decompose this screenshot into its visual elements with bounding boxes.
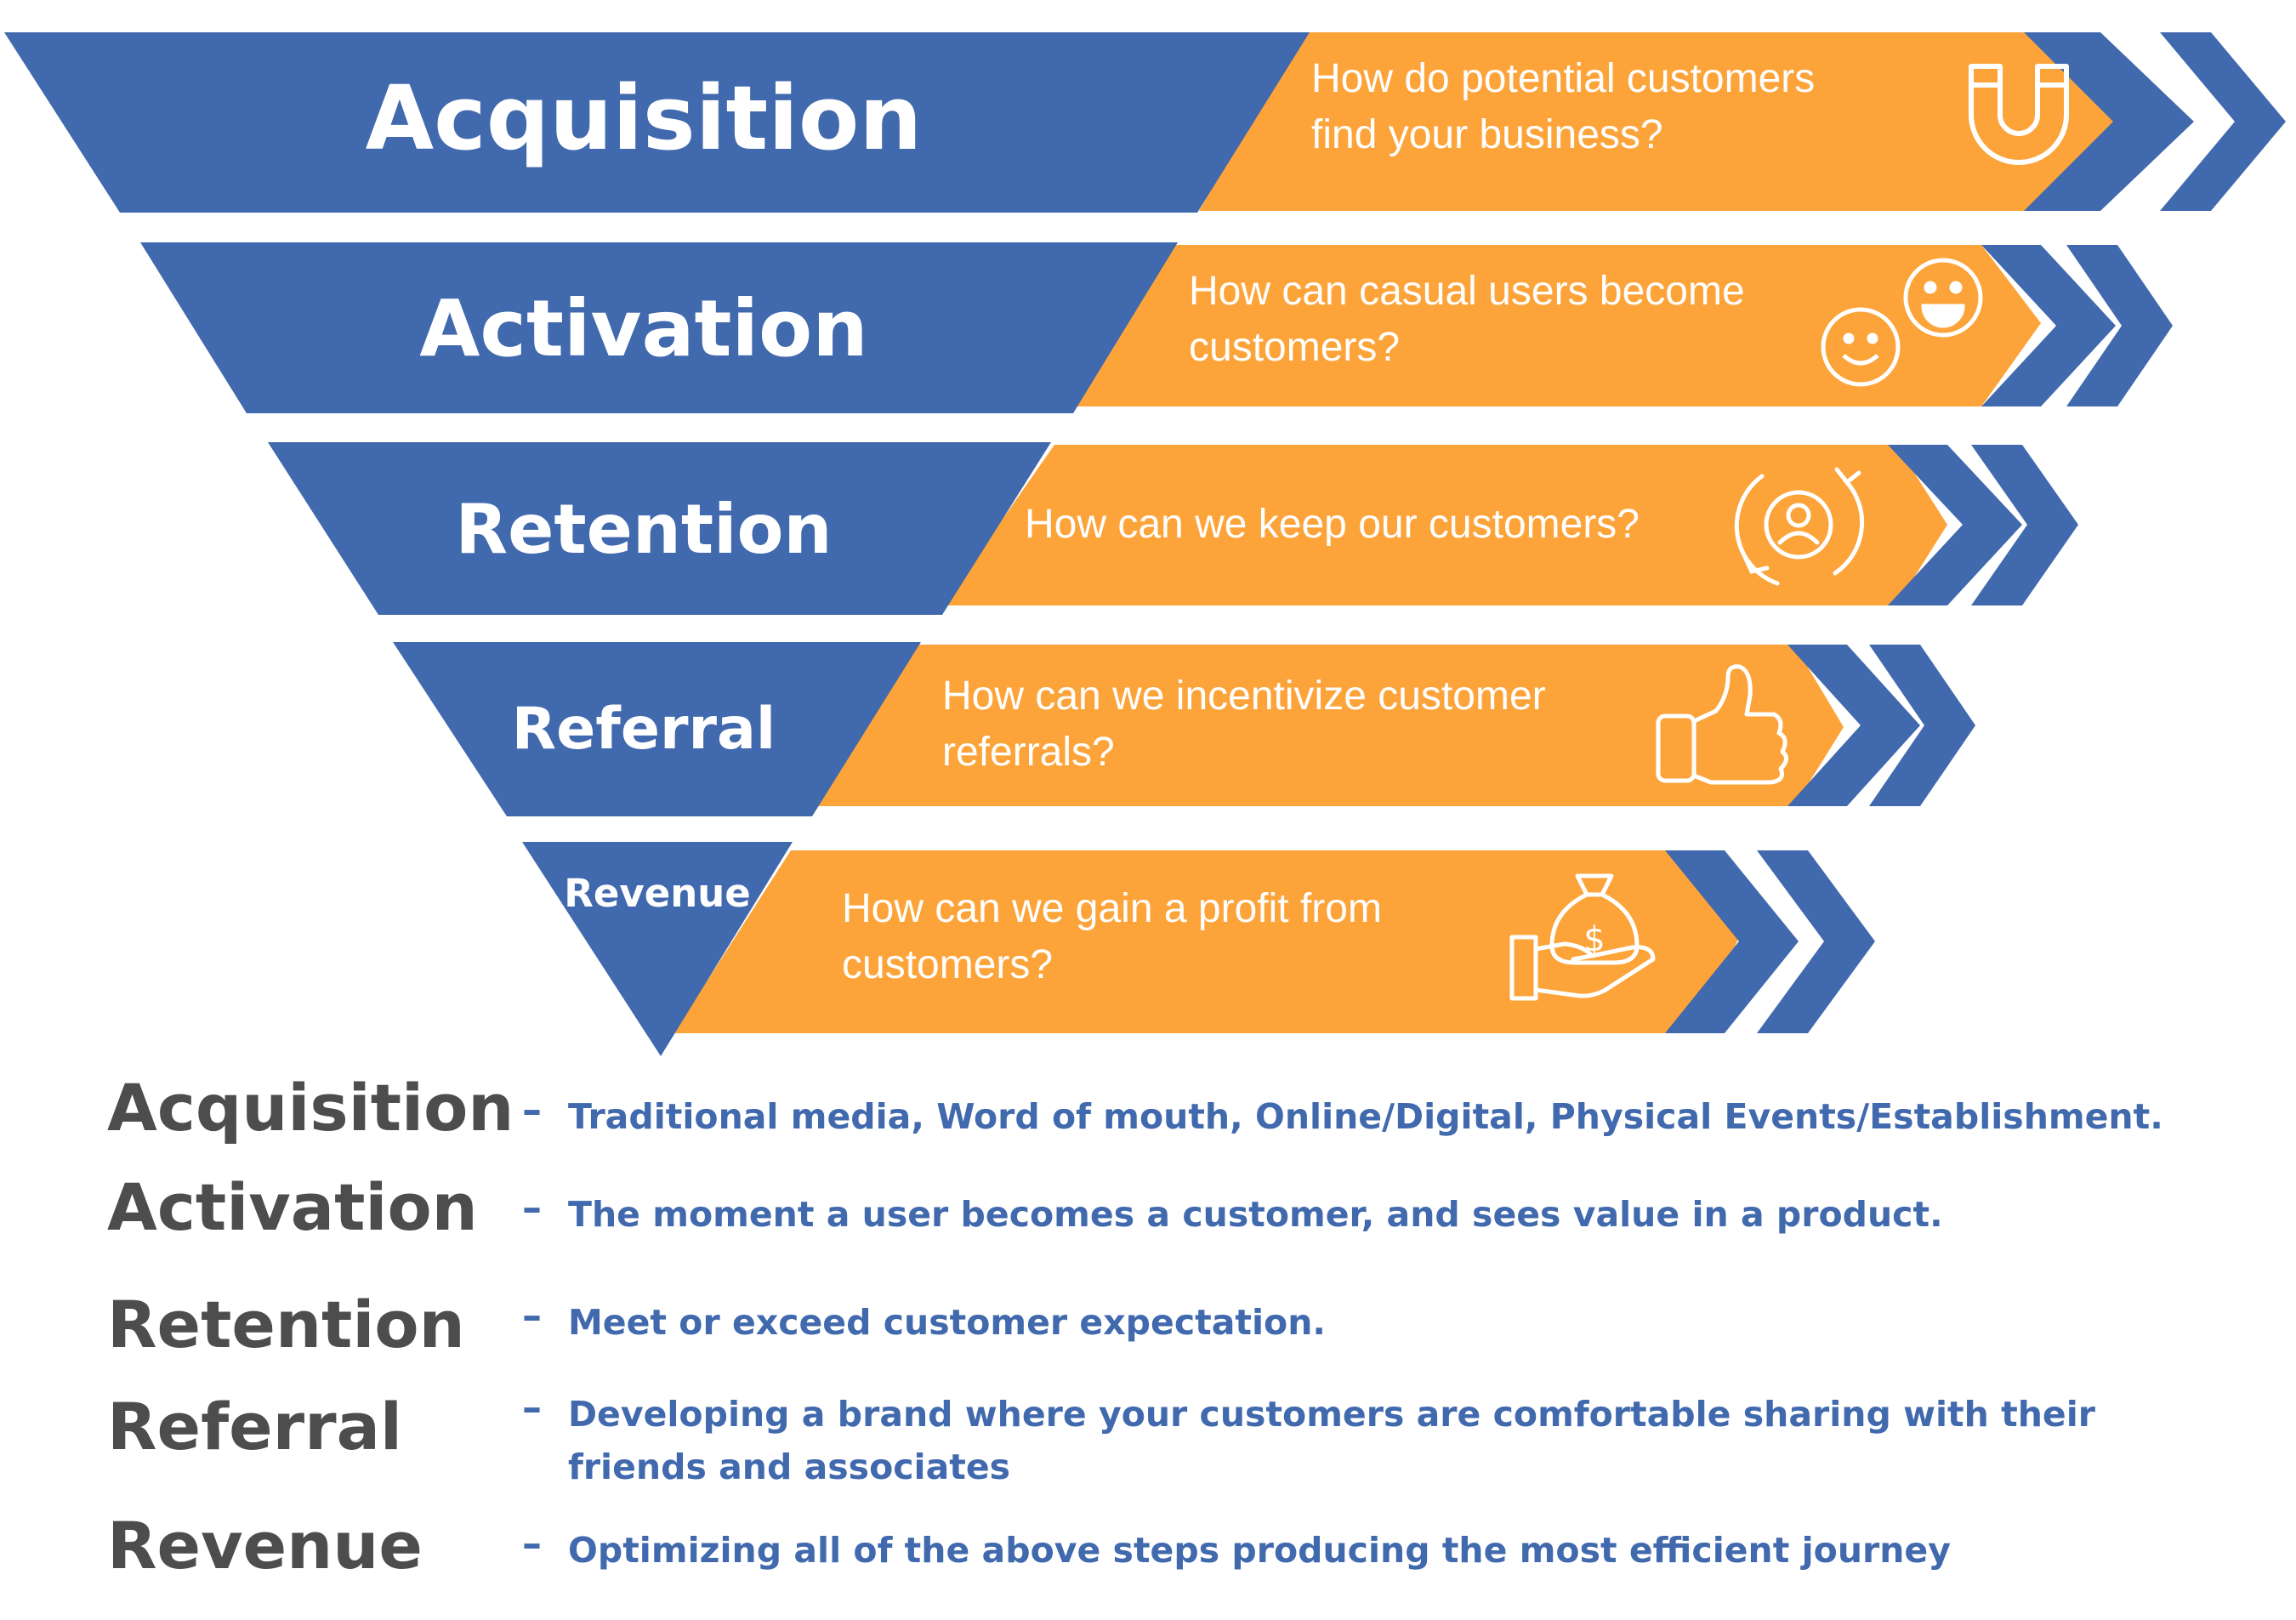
stage-question-referral: How can we incentivize customer referral… bbox=[942, 674, 1557, 775]
acquisition-orange-bar bbox=[1199, 32, 2143, 211]
legend-definition-referral: Developing a brand where your customers … bbox=[568, 1394, 2095, 1487]
stage-title-retention: Retention bbox=[456, 490, 833, 569]
stage-question-activation: How can casual users become customers? bbox=[1189, 269, 1756, 370]
thumbs-up-icon bbox=[1656, 664, 1788, 785]
activation-orange-bar bbox=[1071, 245, 2041, 406]
revenue-blue-band bbox=[522, 842, 793, 1056]
chevron-icon bbox=[1757, 850, 1875, 1033]
legend-term-acquisition: Acquisition bbox=[107, 1070, 514, 1145]
legend-term-referral: Referral bbox=[107, 1389, 402, 1464]
legend-term-retention: Retention bbox=[107, 1287, 465, 1362]
revenue-orange-bar bbox=[673, 850, 1739, 1033]
stage-title-activation: Activation bbox=[419, 283, 868, 374]
chevron-icon bbox=[1981, 245, 2116, 406]
funnel-stage-acquisition: Acquisition How do potential customers f… bbox=[4, 32, 2286, 213]
funnel-stage-revenue: Revenue How can we gain a profit from cu… bbox=[522, 842, 1875, 1056]
legend-term-revenue: Revenue bbox=[107, 1508, 423, 1583]
legend-definition-retention: Meet or exceed customer expectation. bbox=[568, 1302, 1326, 1343]
customer-cycle-icon bbox=[1734, 467, 1865, 586]
chevron-icon bbox=[1888, 445, 2022, 605]
money-bag-hand-icon: $ bbox=[1509, 873, 1656, 1001]
stage-title-acquisition: Acquisition bbox=[366, 66, 923, 170]
legend-definition-activation: The moment a user becomes a customer, an… bbox=[568, 1194, 1943, 1235]
legend-dash: – bbox=[522, 1293, 542, 1339]
retention-blue-band bbox=[268, 442, 1051, 615]
stage-question-revenue: How can we gain a profit from customers? bbox=[842, 886, 1393, 987]
magnet-icon bbox=[1969, 64, 2069, 165]
chevron-icon bbox=[1665, 850, 1799, 1033]
chevron-icon bbox=[1869, 645, 1975, 806]
referral-blue-band bbox=[393, 642, 921, 816]
legend-definition-revenue: Optimizing all of the above steps produc… bbox=[568, 1530, 1951, 1571]
chevron-icon bbox=[2024, 32, 2194, 211]
legend-term-activation: Activation bbox=[107, 1169, 478, 1245]
legend-dash: – bbox=[522, 1384, 542, 1430]
funnel-stage-retention: Retention How can we keep our customers? bbox=[268, 442, 2078, 615]
funnel-stage-activation: Activation How can casual users become c… bbox=[140, 242, 2173, 413]
referral-orange-bar bbox=[815, 645, 1844, 806]
chevron-icon bbox=[1971, 445, 2078, 605]
chevron-icon bbox=[2066, 245, 2173, 406]
stage-question-retention: How can we keep our customers? bbox=[1025, 502, 1640, 547]
legend-definition-acquisition: Traditional media, Word of mouth, Online… bbox=[568, 1096, 2163, 1137]
stage-title-referral: Referral bbox=[512, 696, 776, 763]
stage-question-acquisition: How do potential customers find your bus… bbox=[1311, 56, 1827, 157]
retention-orange-bar bbox=[942, 445, 1947, 605]
smiley-faces-icon bbox=[1821, 258, 1983, 387]
funnel-stage-referral: Referral How can we incentivize customer… bbox=[393, 642, 1975, 816]
chevron-icon bbox=[2160, 32, 2286, 211]
activation-blue-band bbox=[140, 242, 1178, 413]
stage-title-revenue: Revenue bbox=[564, 871, 751, 916]
chevron-icon bbox=[1787, 645, 1920, 806]
legend-dash: – bbox=[522, 1087, 542, 1133]
legend-dash: – bbox=[522, 1185, 542, 1231]
acquisition-blue-band bbox=[4, 32, 1310, 213]
legend-dash: – bbox=[522, 1521, 542, 1566]
